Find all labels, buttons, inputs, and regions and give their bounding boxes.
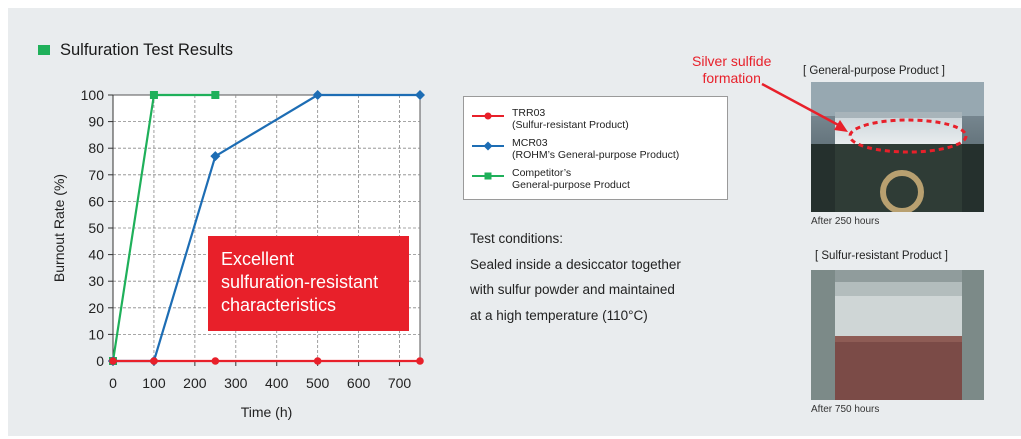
data-point xyxy=(109,357,117,365)
x-tick-label: 0 xyxy=(109,375,117,391)
x-tick-label: 500 xyxy=(306,375,330,391)
legend-sublabel: (ROHM’s General-purpose Product) xyxy=(512,149,680,161)
y-tick-label: 0 xyxy=(96,353,104,369)
chart-legend: TRR03 (Sulfur-resistant Product) MCR03 (… xyxy=(463,96,728,200)
y-tick-label: 60 xyxy=(88,193,104,209)
y-tick-label: 70 xyxy=(88,167,104,183)
x-tick-label: 700 xyxy=(388,375,412,391)
x-tick-label: 600 xyxy=(347,375,371,391)
heading-bullet-icon xyxy=(38,45,50,55)
conditions-title: Test conditions: xyxy=(470,231,564,246)
chart-heading: Sulfuration Test Results xyxy=(38,40,233,60)
data-point xyxy=(312,90,323,100)
data-point xyxy=(211,357,220,365)
legend-sublabel: (Sulfur-resistant Product) xyxy=(512,119,629,131)
callout-line: sulfuration-resistant xyxy=(221,272,379,292)
legend-label: MCR03 xyxy=(512,137,548,149)
annotation-arrow-icon xyxy=(761,82,848,132)
conditions-line: with sulfur powder and maintained xyxy=(470,282,675,297)
legend-circle-marker-icon xyxy=(472,112,504,120)
conditions-line: Sealed inside a desiccator together xyxy=(470,256,681,272)
data-point xyxy=(313,357,322,365)
y-tick-label: 80 xyxy=(88,140,104,156)
y-tick-label: 40 xyxy=(88,247,104,263)
x-axis-title: Time (h) xyxy=(241,404,293,420)
data-point xyxy=(415,90,425,100)
legend-label: Competitor’s xyxy=(512,167,572,179)
y-tick-label: 100 xyxy=(81,87,105,103)
general-product-label: [ General-purpose Product ] xyxy=(803,65,945,77)
legend-label: TRR03 xyxy=(512,107,546,119)
silver-sulfide-annotation: Silver sulfide formation xyxy=(692,53,771,87)
sulfur-resistant-product-label: [ Sulfur-resistant Product ] xyxy=(815,250,948,262)
resistant-photo-caption: After 750 hours xyxy=(811,404,880,415)
y-axis-title: Burnout Rate (%) xyxy=(51,174,67,282)
test-conditions: Test conditions: Sealed inside a desicca… xyxy=(470,226,681,328)
x-tick-label: 100 xyxy=(142,375,166,391)
data-point xyxy=(211,91,220,99)
data-point xyxy=(150,357,158,365)
legend-sublabel: General-purpose Product xyxy=(512,179,630,191)
data-point xyxy=(149,91,158,99)
sulfur-resistant-product-photo xyxy=(811,270,984,400)
annotation-line: Silver sulfide xyxy=(692,53,772,69)
x-tick-label: 400 xyxy=(265,375,289,391)
y-tick-label: 10 xyxy=(88,326,104,342)
data-point xyxy=(416,357,424,365)
y-tick-label: 50 xyxy=(88,220,104,236)
annotation-line: formation xyxy=(702,70,761,86)
y-tick-label: 90 xyxy=(88,114,104,130)
heading-text: Sulfuration Test Results xyxy=(60,40,234,59)
x-tick-label: 200 xyxy=(183,375,207,391)
general-product-photo xyxy=(811,82,984,212)
callout-line: Excellent xyxy=(221,249,295,269)
general-photo-caption: After 250 hours xyxy=(811,216,880,227)
callout-line: characteristics xyxy=(221,295,337,315)
conditions-line: at a high temperature (110°C) xyxy=(470,307,648,323)
y-tick-label: 30 xyxy=(88,273,104,289)
legend-square-marker-icon xyxy=(472,172,504,180)
data-point xyxy=(210,151,221,162)
y-tick-label: 20 xyxy=(88,300,104,316)
legend-diamond-marker-icon xyxy=(472,141,504,151)
x-tick-label: 300 xyxy=(224,375,248,391)
callout-box: Excellent sulfuration-resistant characte… xyxy=(208,236,409,331)
